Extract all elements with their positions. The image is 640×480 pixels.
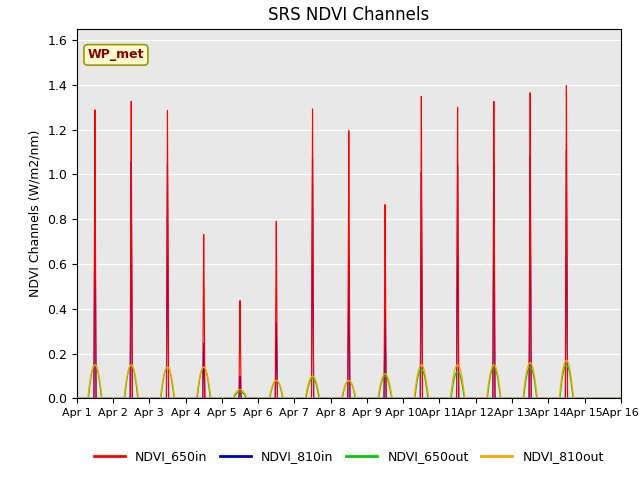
Y-axis label: NDVI Channels (W/m2/nm): NDVI Channels (W/m2/nm) xyxy=(29,130,42,297)
Title: SRS NDVI Channels: SRS NDVI Channels xyxy=(268,6,429,24)
Text: WP_met: WP_met xyxy=(88,48,144,61)
Legend: NDVI_650in, NDVI_810in, NDVI_650out, NDVI_810out: NDVI_650in, NDVI_810in, NDVI_650out, NDV… xyxy=(89,445,609,468)
